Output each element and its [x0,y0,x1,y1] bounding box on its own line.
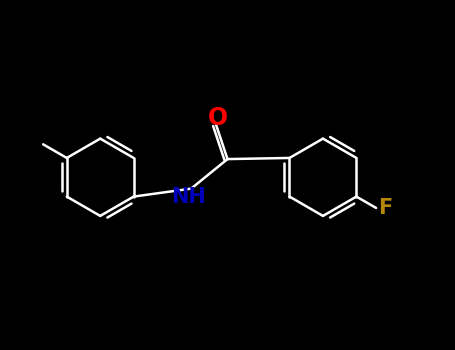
Text: F: F [378,198,392,218]
Text: O: O [208,106,228,130]
Text: NH: NH [172,187,206,207]
